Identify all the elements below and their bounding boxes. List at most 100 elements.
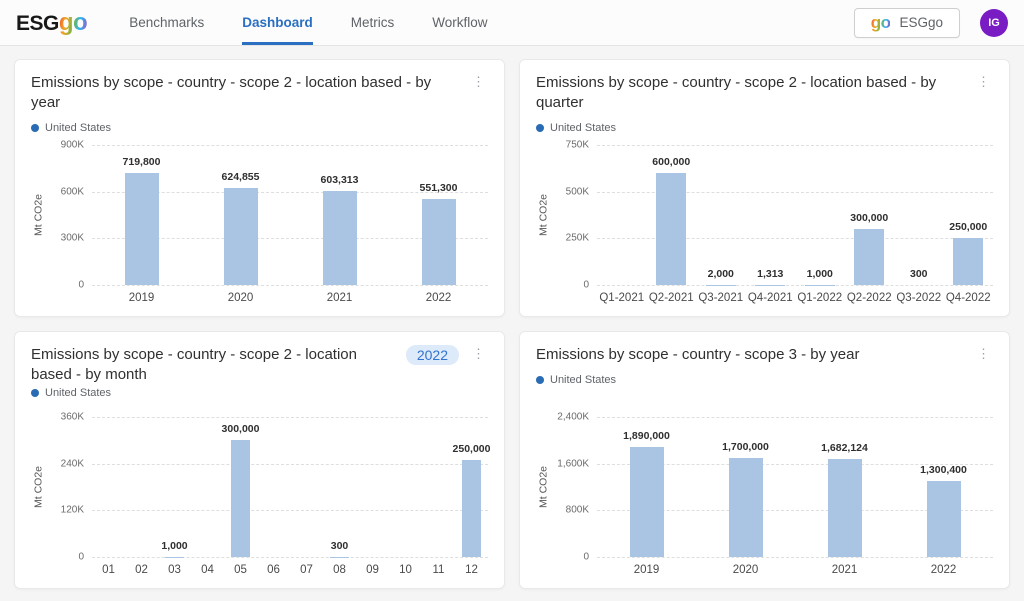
chart-title: Emissions by scope - country - scope 2 -… [31,346,357,383]
y-tick-label: 300K [60,232,84,244]
tab-dashboard[interactable]: Dashboard [242,0,313,45]
tab-metrics[interactable]: Metrics [350,15,395,30]
bar-value-label: 600,000 [652,156,691,168]
bar-value-label: 719,800 [122,156,161,169]
y-tick-label: 1,600K [557,458,589,470]
chart-legend-item[interactable]: United States [536,374,993,386]
bar-value-label: 300,000 [221,423,260,436]
y-axis: 750K 500K 250K 0 [551,140,597,291]
bar[interactable] [461,459,482,557]
bar-chart: Mt CO2e 2,400K 1,600K 800K 0 1,890,000 1,700,0… [536,412,993,576]
bar-value-label: 300 [909,267,928,280]
tab-benchmarks[interactable]: Benchmarks [129,15,205,30]
chart-card-scope2-by-year: Emissions by scope - country - scope 2 -… [14,59,505,317]
bar[interactable] [421,199,456,285]
bar-value-label: 603,313 [320,174,359,187]
bar[interactable] [230,440,251,557]
bar-value-label: 624,855 [221,170,260,183]
esggo-logo[interactable]: ESG go [16,9,88,37]
bar-cell [597,145,647,285]
x-tick-label: 2022 [425,292,452,304]
legend-dot-icon [31,123,39,132]
bar-cell: 719,800 [92,145,191,285]
bar[interactable] [854,229,885,285]
bar[interactable] [322,191,357,285]
chart-legend-item[interactable]: United States [31,387,488,399]
gridline [92,238,488,240]
gridline [597,557,993,558]
bar[interactable] [926,481,961,557]
chart-area: Mt CO2e 750K 500K 250K 0 600,000 2,000 1,313 1,0… [536,140,993,304]
bar-cell [257,417,290,557]
chart-legend-item[interactable]: United States [536,122,993,134]
x-tick-label: 12 [465,564,478,576]
chart-card-scope2-by-month: Emissions by scope - country - scope 2 -… [14,331,505,589]
bar-value-label: 1,300,400 [920,464,967,477]
bar[interactable] [629,446,664,557]
esggo-account-button[interactable]: go ESGgo [853,7,960,38]
logo-text-esg: ESG [16,11,59,35]
bar[interactable] [223,187,258,285]
bar-value-label: 1,682,124 [821,441,868,454]
card-header: Emissions by scope - country - scope 3 -… [536,345,993,365]
bar-chart: Mt CO2e 750K 500K 250K 0 600,000 2,000 1,313 1,0… [536,140,993,304]
kebab-menu-icon[interactable]: ⋮ [472,346,485,361]
x-tick-label: Q2-2022 [846,292,892,304]
x-tick-label: Q3-2022 [896,292,942,304]
kebab-menu-icon[interactable]: ⋮ [472,74,485,89]
bar-cell: 624,855 [191,145,290,285]
x-tick-label: 2022 [930,564,957,576]
bar-cell: 1,700,000 [696,417,795,557]
x-tick-label: 03 [168,564,181,576]
gridline [597,238,993,240]
bar-cell: 300,000 [845,145,895,285]
x-tick-label: Q1-2022 [797,292,843,304]
plot-column: 719,800 624,855 603,313 551,300 2019 2020 2021… [92,145,488,304]
bars-layer: 1,000 300,000 300 250,000 [92,417,490,557]
bar[interactable] [728,457,763,557]
legend-label: United States [550,121,617,134]
chart-area: Mt CO2e 360K 240K 120K 0 1,000 300,000 300 250,0… [31,412,491,577]
y-tick-label: 800K [565,504,589,516]
bar-cell: 300 [894,145,944,285]
gridline [92,285,488,286]
bar-chart: Mt CO2e 900K 600K 300K 0 719,800 624,855 603,31… [31,140,488,304]
year-filter-badge[interactable]: 2022 [405,345,459,365]
kebab-menu-icon[interactable]: ⋮ [977,346,990,361]
gridline [597,463,993,465]
bars-layer: 1,890,000 1,700,000 1,682,124 1,300,400 [597,417,993,557]
bar-value-label: 300 [330,539,349,552]
bars-layer: 719,800 624,855 603,313 551,300 [92,145,488,285]
x-tick-label: 2019 [128,292,155,304]
main-nav: Benchmarks Dashboard Metrics Workflow [129,0,488,45]
y-tick-label: 0 [78,279,84,291]
bar-cell: 1,000 [795,145,845,285]
x-tick-label: 01 [102,564,115,576]
gridline [92,463,488,465]
chart-legend-item[interactable]: United States [31,122,488,134]
user-avatar[interactable]: IG [980,8,1008,37]
bar-value-label: 1,700,000 [722,440,769,453]
bar-cell: 250,000 [453,417,490,557]
bar-cell [290,417,323,557]
bar[interactable] [656,173,687,285]
bar-value-label: 1,000 [806,267,833,280]
plot-area: 1,000 300,000 300 250,000 [92,417,490,558]
bar-value-label: 551,300 [419,182,458,195]
gridline [597,417,993,418]
bar[interactable] [124,173,159,285]
bar[interactable] [827,458,862,557]
gridline [92,417,488,418]
y-tick-label: 250K [565,232,589,244]
tab-workflow[interactable]: Workflow [432,15,488,30]
bar[interactable] [953,238,984,285]
plot-column: 1,000 300,000 300 250,000 01 02 03 04 05 06 07 08 09… [92,417,490,576]
gridline [92,145,488,146]
gridline [92,557,488,558]
x-tick-label: 07 [300,564,313,576]
bar-cell: 300,000 [221,417,260,557]
y-axis: 900K 600K 300K 0 [46,140,92,291]
y-tick-label: 2,400K [557,411,589,423]
kebab-menu-icon[interactable]: ⋮ [977,74,990,89]
card-header: Emissions by scope - country - scope 2 -… [536,73,993,113]
